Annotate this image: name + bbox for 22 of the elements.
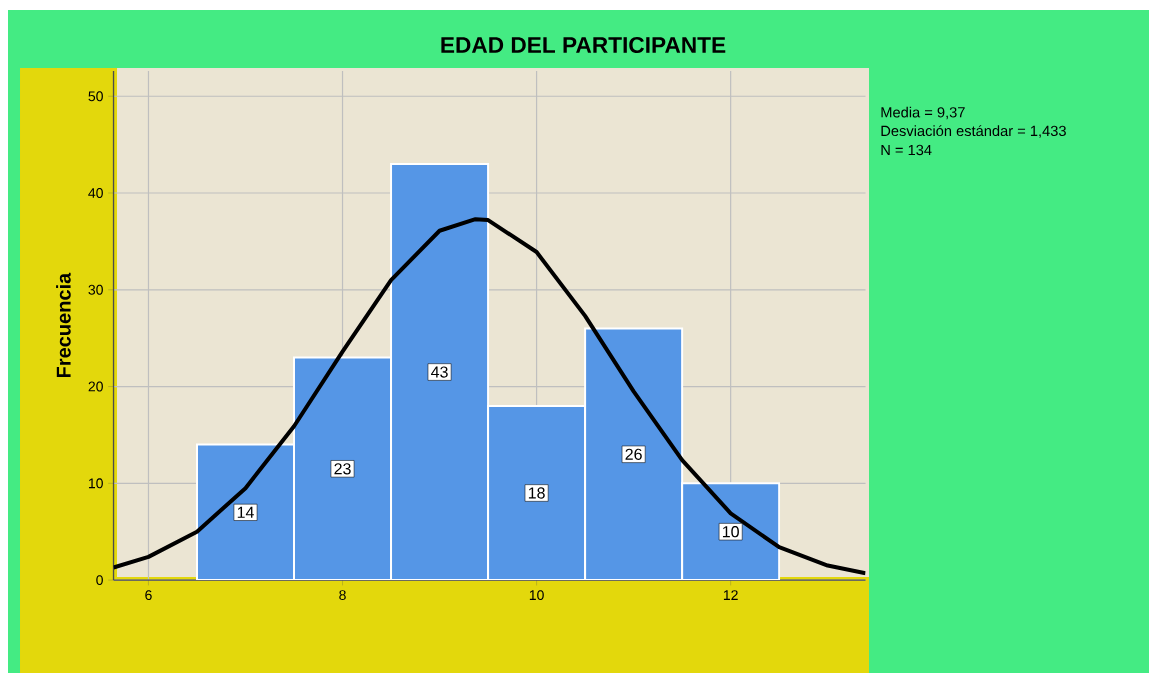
y-tick-label: 20: [88, 381, 103, 392]
x-tick-label: 10: [529, 590, 544, 601]
y-tick-label: 30: [88, 284, 103, 295]
x-tick-label: 6: [145, 590, 152, 601]
data-label: 10: [722, 526, 739, 538]
chart-title: EDAD DEL PARTICIPANTE: [441, 36, 726, 54]
y-tick-label: 0: [96, 575, 103, 586]
x-tick-label: 12: [723, 590, 738, 600]
x-tick-label: 8: [339, 590, 346, 601]
data-label: 23: [334, 463, 351, 475]
y-tick-label: 10: [88, 478, 103, 489]
y-axis-title: Frecuencia: [56, 272, 71, 378]
text: Desviación estándar = 1,433: [881, 125, 1066, 138]
data-label: 18: [528, 487, 545, 499]
y-tick-label: 50: [88, 91, 103, 102]
y-tick-label: 40: [88, 188, 103, 198]
data-label: 26: [625, 448, 642, 460]
data-label: 14: [237, 506, 254, 518]
line-series: [113, 217, 866, 576]
text: N = 134: [881, 144, 932, 156]
text: Media = 9,37: [881, 106, 965, 120]
data-label: 43: [431, 366, 448, 378]
